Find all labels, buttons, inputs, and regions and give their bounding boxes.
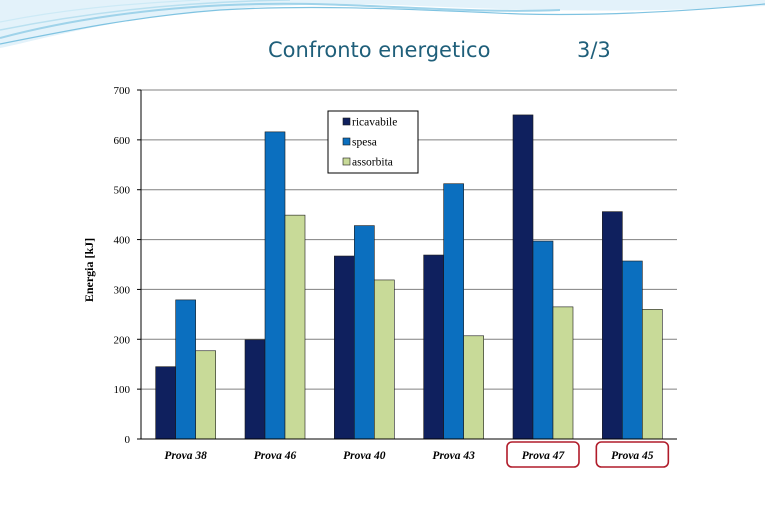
- bar-spesa-prova-40: [354, 225, 375, 440]
- x-category-label: Prova 46: [254, 450, 297, 462]
- slide-title: Confronto energetico: [268, 38, 491, 62]
- x-category-label: Prova 40: [343, 450, 386, 462]
- bar-assorbita-prova-45: [642, 309, 663, 440]
- y-tick-label: 200: [114, 334, 131, 346]
- bar-spesa-prova-38: [175, 299, 196, 440]
- bar-spesa-prova-45: [622, 260, 643, 440]
- bars: [155, 114, 663, 440]
- bar-assorbita-prova-40: [374, 279, 395, 440]
- highlight-box: [506, 441, 580, 468]
- bar-assorbita-prova-47: [552, 306, 574, 440]
- bar-spesa-prova-47: [532, 240, 554, 440]
- category-labels: Prova 38 Prova 46 Prova 40 Prova 43 Prova 47…: [164, 441, 670, 468]
- highlight-box: [595, 441, 670, 468]
- slide-page-number: 3/3: [577, 38, 611, 62]
- y-tick-label: 400: [114, 235, 131, 247]
- bar-ricavabile-prova-38: [155, 366, 176, 440]
- bar-assorbita-prova-46: [284, 214, 306, 440]
- y-tick-label: 500: [114, 185, 131, 197]
- y-tick-label: 0: [125, 434, 131, 446]
- bar-assorbita-prova-43: [463, 335, 484, 440]
- y-tick-label: 600: [114, 135, 131, 147]
- bar-ricavabile-prova-45: [602, 211, 623, 440]
- legend-label-assorbita: assorbita: [352, 157, 393, 169]
- legend-label-spesa: spesa: [352, 137, 377, 149]
- x-category-label: Prova 47: [522, 450, 566, 462]
- bar-assorbita-prova-38: [195, 350, 216, 440]
- y-axis-ticks: 0 100 200 300 400 500 600 700: [114, 85, 141, 446]
- bar-spesa-prova-46: [264, 131, 286, 440]
- y-tick-label: 100: [114, 384, 131, 396]
- axes: [140, 90, 677, 440]
- y-tick-label: 700: [114, 85, 131, 97]
- gridlines: [141, 89, 677, 390]
- bar-ricavabile-prova-40: [334, 255, 355, 440]
- x-category-label: Prova 38: [164, 450, 207, 462]
- y-axis-label: Energia [kJ]: [82, 238, 96, 302]
- legend-label-ricavabile: ricavabile: [352, 117, 397, 129]
- bar-ricavabile-prova-46: [244, 339, 266, 440]
- y-tick-label: 300: [114, 284, 131, 296]
- legend: ricavabile spesa assorbita: [327, 110, 419, 174]
- x-category-label: Prova 45: [611, 450, 654, 462]
- legend-swatch-ricavabile: [342, 117, 351, 126]
- bar-ricavabile-prova-43: [423, 254, 444, 440]
- bar-ricavabile-prova-47: [512, 114, 534, 440]
- legend-swatch-spesa: [342, 137, 351, 146]
- x-category-label: Prova 43: [432, 450, 475, 462]
- bar-spesa-prova-43: [443, 183, 464, 440]
- legend-swatch-assorbita: [342, 157, 351, 166]
- header-wave: [0, 0, 765, 48]
